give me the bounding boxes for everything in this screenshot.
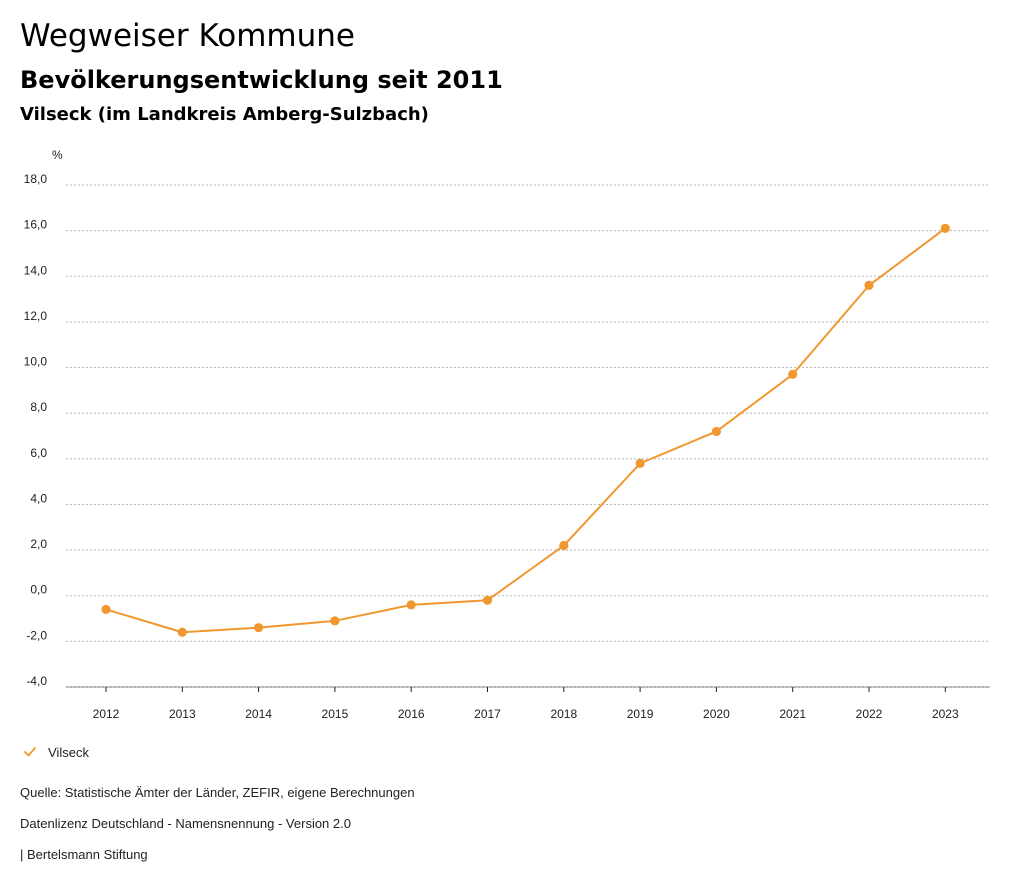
data-point[interactable] — [330, 616, 340, 626]
x-tick-label: 2020 — [703, 707, 730, 721]
x-tick-label: 2015 — [322, 707, 349, 721]
y-tick-label: 0,0 — [30, 583, 47, 597]
y-tick-label: 10,0 — [24, 355, 48, 369]
data-point[interactable] — [177, 627, 187, 637]
data-point[interactable] — [864, 280, 874, 290]
series-layer — [101, 223, 950, 637]
legend-item-vilseck[interactable]: Vilseck — [22, 744, 89, 760]
data-point[interactable] — [559, 540, 569, 551]
x-tick-label: 2017 — [474, 707, 501, 721]
data-point[interactable] — [254, 623, 264, 633]
x-tick-label: 2012 — [93, 707, 120, 721]
x-tick-label: 2022 — [856, 707, 883, 721]
x-tick-label: 2023 — [932, 707, 959, 721]
grid-lines — [66, 184, 990, 688]
data-point[interactable] — [635, 458, 645, 468]
check-icon — [22, 744, 38, 760]
y-axis-unit-label: % — [52, 148, 63, 162]
y-tick-label: 6,0 — [30, 446, 47, 460]
x-tick-label: 2014 — [245, 707, 272, 721]
y-tick-label: 4,0 — [30, 491, 47, 505]
publisher-note: | Bertelsmann Stiftung — [20, 847, 148, 862]
line-chart: -4,0 -2,0 0,0 2,0 4,0 6,0 8,0 10,0 12,0 14,0 16,0 1… — [24, 148, 990, 721]
x-axis: 2012 2013 2014 2015 2016 2017 2018 2019 2020 2021… — [66, 686, 990, 721]
y-tick-label: -4,0 — [26, 674, 47, 688]
source-note: Quelle: Statistische Ämter der Länder, Z… — [20, 785, 415, 800]
y-tick-label: 12,0 — [24, 309, 48, 323]
data-point[interactable] — [711, 426, 722, 437]
data-point[interactable] — [788, 369, 798, 379]
y-tick-label: 18,0 — [24, 172, 48, 186]
y-axis: -4,0 -2,0 0,0 2,0 4,0 6,0 8,0 10,0 12,0 14,0 16,0 1… — [24, 172, 48, 688]
region-label: Vilseck (im Landkreis Amberg-Sulzbach) — [20, 104, 429, 125]
license-note: Datenlizenz Deutschland - Namensnennung … — [20, 816, 351, 831]
page-title: Wegweiser Kommune — [20, 18, 355, 54]
legend-label: Vilseck — [48, 744, 89, 760]
series-line-vilseck — [105, 227, 946, 634]
y-tick-label: 2,0 — [30, 537, 47, 551]
x-tick-label: 2018 — [550, 707, 577, 721]
y-tick-label: 8,0 — [30, 400, 47, 414]
data-point[interactable] — [406, 600, 416, 610]
y-tick-label: 14,0 — [24, 263, 48, 277]
x-tick-label: 2019 — [627, 707, 654, 721]
y-tick-label: 16,0 — [24, 218, 48, 232]
data-point[interactable] — [940, 223, 950, 233]
chart-subtitle: Bevölkerungsentwicklung seit 2011 — [20, 66, 503, 94]
data-point[interactable] — [482, 595, 493, 605]
x-tick-label: 2016 — [398, 707, 425, 721]
y-tick-label: -2,0 — [26, 628, 47, 642]
x-tick-label: 2013 — [169, 707, 196, 721]
data-point[interactable] — [101, 604, 111, 615]
x-tick-label: 2021 — [779, 707, 806, 721]
